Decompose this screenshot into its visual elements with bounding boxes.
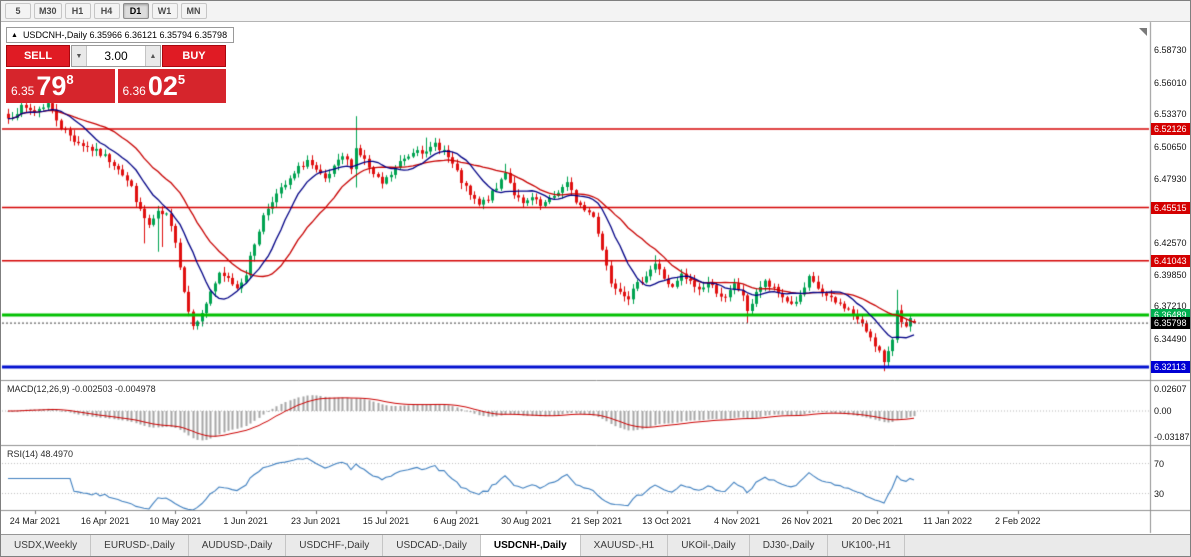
- timeframe-button-w1[interactable]: W1: [151, 3, 178, 19]
- price-axis-label: 6.39850: [1154, 269, 1187, 280]
- price-level-badge-resistance-line: 6.45515: [1151, 201, 1190, 214]
- time-axis-label: 24 Mar 2021: [9, 516, 61, 526]
- buy-price-pipette: 5: [177, 72, 186, 87]
- volume-input[interactable]: [87, 46, 145, 66]
- timeframe-button-mn[interactable]: MN: [180, 3, 207, 19]
- sell-price-pipette: 8: [66, 72, 74, 87]
- tab-xauusd-h1[interactable]: XAUUSD-,H1: [580, 535, 669, 556]
- tab-usdcnh-daily[interactable]: USDCNH-,Daily: [480, 535, 581, 556]
- price-level-badge-support-line: 6.32113: [1151, 360, 1190, 373]
- volume-control: ▼ ▲: [71, 45, 161, 67]
- price-axis-label: 6.34490: [1154, 333, 1187, 344]
- chart-shift-marker[interactable]: [1139, 28, 1147, 36]
- price-axis-label: 6.42570: [1154, 237, 1187, 248]
- sell-button[interactable]: SELL: [6, 45, 70, 67]
- sell-price-big-digits: 79: [36, 71, 67, 101]
- price-axis-label: 6.37210: [1154, 301, 1187, 312]
- time-axis-label: 23 Jun 2021: [291, 516, 341, 526]
- time-axis-label: 4 Nov 2021: [713, 516, 761, 526]
- time-axis-label: 6 Aug 2021: [433, 516, 479, 526]
- ohlc-text: USDCNH-,Daily 6.35966 6.36121 6.35794 6.…: [22, 30, 228, 40]
- buy-button[interactable]: BUY: [162, 45, 226, 67]
- tab-dj30-daily[interactable]: DJ30-,Daily: [749, 535, 829, 556]
- timeframe-button-5[interactable]: 5: [5, 3, 31, 19]
- sell-price-prefix: 6.35: [11, 84, 35, 98]
- one-click-trading-panel: SELL ▼ ▲ BUY 6.35 79 8 6.36 02 5: [6, 45, 226, 103]
- rsi-axis-label: 30: [1154, 488, 1165, 499]
- collapse-panel-icon[interactable]: ▲: [11, 31, 18, 39]
- price-level-badge-resistance-line: 6.41043: [1151, 254, 1190, 267]
- timeframe-button-m30[interactable]: M30: [34, 3, 62, 19]
- time-axis-label: 11 Jan 2022: [923, 516, 973, 526]
- tab-uk100-h1[interactable]: UK100-,H1: [828, 535, 905, 556]
- price-axis-label: 6.53370: [1154, 109, 1187, 120]
- price-axis-label: 6.47930: [1154, 173, 1187, 184]
- macd-label: MACD(12,26,9) -0.002503 -0.004978: [7, 384, 156, 394]
- sell-price-display[interactable]: 6.35 79 8: [6, 69, 115, 103]
- tab-usdcad-daily[interactable]: USDCAD-,Daily: [383, 535, 481, 556]
- price-axis-label: 6.56010: [1154, 77, 1187, 88]
- time-axis-label: 15 Jul 2021: [362, 516, 410, 526]
- tab-usdx-weekly[interactable]: USDX,Weekly: [1, 535, 92, 556]
- volume-decrease-button[interactable]: ▼: [72, 46, 87, 66]
- buy-price-big-digits: 02: [147, 71, 178, 101]
- trade-quotes-row: 6.35 79 8 6.36 02 5: [6, 69, 226, 103]
- chart-tab-bar: USDX,Weekly EURUSD-,Daily AUDUSD-,Daily USD…: [1, 534, 1190, 556]
- tab-usdchf-daily[interactable]: USDCHF-,Daily: [286, 535, 384, 556]
- buy-price-display[interactable]: 6.36 02 5: [117, 69, 226, 103]
- time-axis-label: 21 Sep 2021: [571, 516, 623, 526]
- timeframe-toolbar: 5 M30 H1 H4 D1 W1 MN: [1, 1, 1190, 22]
- price-axis-label: 6.50650: [1154, 141, 1187, 152]
- time-axis-label: 26 Nov 2021: [781, 516, 833, 526]
- volume-increase-button[interactable]: ▲: [145, 46, 160, 66]
- time-axis-label: 10 May 2021: [149, 516, 202, 526]
- macd-axis-label: 0.02607: [1154, 384, 1187, 395]
- time-axis-label: 16 Apr 2021: [80, 516, 130, 526]
- time-axis-label: 1 Jun 2021: [223, 516, 268, 526]
- price-level-badge-bid-price: 6.35798: [1151, 317, 1190, 330]
- rsi-axis-label: 70: [1154, 458, 1165, 469]
- tab-audusd-daily[interactable]: AUDUSD-,Daily: [188, 535, 287, 556]
- timeframe-button-d1[interactable]: D1: [122, 3, 149, 19]
- trade-buttons-row: SELL ▼ ▲ BUY: [6, 45, 226, 67]
- tab-eurusd-daily[interactable]: EURUSD-,Daily: [91, 535, 189, 556]
- time-axis-label: 13 Oct 2021: [642, 516, 692, 526]
- buy-price-prefix: 6.36: [122, 84, 146, 98]
- time-axis-label: 2 Feb 2022: [995, 516, 1041, 526]
- price-axis-label: 6.58730: [1154, 45, 1187, 56]
- price-level-badge-resistance-line: 6.52126: [1151, 122, 1190, 135]
- macd-axis-label: 0.00: [1154, 406, 1172, 416]
- tab-ukoil-daily[interactable]: UKOil-,Daily: [668, 535, 750, 556]
- time-axis-label: 30 Aug 2021: [501, 516, 552, 526]
- time-axis-label: 20 Dec 2021: [851, 516, 903, 526]
- timeframe-button-h1[interactable]: H1: [64, 3, 91, 19]
- timeframe-button-h4[interactable]: H4: [93, 3, 120, 19]
- ohlc-info-box: ▲ USDCNH-,Daily 6.35966 6.36121 6.35794 …: [6, 27, 235, 43]
- rsi-label: RSI(14) 48.4970: [7, 449, 74, 459]
- macd-axis-label: -0.03187: [1154, 432, 1190, 443]
